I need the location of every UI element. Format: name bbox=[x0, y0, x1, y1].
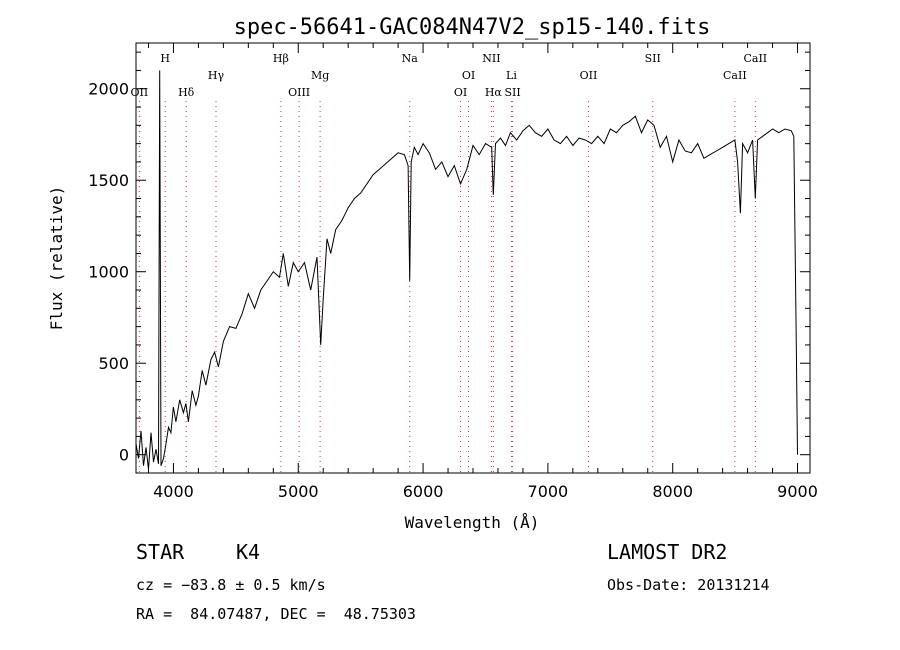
chart-title: spec-56641-GAC084N47V2_sp15-140.fits bbox=[234, 15, 711, 40]
spectral-line-label: SII bbox=[504, 86, 520, 99]
survey-name: LAMOST DR2 bbox=[607, 540, 728, 564]
x-tick-label: 9000 bbox=[777, 482, 818, 501]
x-tick-label: 6000 bbox=[403, 482, 444, 501]
spectral-line-label: OI bbox=[454, 86, 467, 99]
axis-ticks: 4000 5000 6000 7000 8000 9000 0 500 1000 1500 2000 bbox=[88, 43, 818, 501]
spectral-line-label: Li bbox=[506, 69, 517, 82]
spectral-line-label: H bbox=[160, 52, 170, 65]
object-subclass: K4 bbox=[236, 540, 261, 564]
spectral-line-label: Mg bbox=[311, 69, 329, 82]
x-tick-label: 4000 bbox=[153, 482, 194, 501]
coordinates: RA = 84.07487, DEC = 48.75303 bbox=[136, 605, 416, 623]
x-tick-label: 7000 bbox=[528, 482, 569, 501]
y-axis-label: Flux (relative) bbox=[47, 186, 66, 331]
plot-frame bbox=[135, 42, 811, 474]
y-tick-label: 1500 bbox=[88, 171, 129, 190]
x-tick-label: 5000 bbox=[278, 482, 319, 501]
spectral-line-label: Hβ bbox=[273, 52, 289, 65]
spectral-line-label: Hδ bbox=[178, 86, 195, 99]
y-tick-label: 500 bbox=[98, 354, 129, 373]
spectral-line-label: Na bbox=[402, 52, 419, 65]
y-tick-label: 1000 bbox=[88, 263, 129, 282]
spectral-line-label: OI bbox=[462, 69, 475, 82]
object-type: STAR bbox=[136, 540, 185, 564]
observation-date: Obs-Date: 20131214 bbox=[607, 576, 770, 594]
redshift-info: cz = −83.8 ± 0.5 km/s bbox=[136, 576, 326, 594]
spectral-line-label: Hγ bbox=[208, 69, 225, 82]
spectral-line-label: OIII bbox=[288, 86, 310, 99]
spectrum-line bbox=[135, 70, 798, 470]
spectral-line-label: OII bbox=[131, 86, 149, 99]
spectral-line-label: SII bbox=[645, 52, 661, 65]
x-tick-label: 8000 bbox=[652, 482, 693, 501]
x-axis-label: Wavelength (Å) bbox=[405, 513, 540, 532]
spectral-line-label: CaII bbox=[743, 52, 767, 65]
spectral-line-label: CaII bbox=[723, 69, 747, 82]
spectral-line-label: Hα bbox=[485, 86, 503, 99]
spectral-line-label: NII bbox=[482, 52, 500, 65]
y-tick-label: 2000 bbox=[88, 80, 129, 99]
spectral-line-label: OII bbox=[580, 69, 598, 82]
y-tick-label: 0 bbox=[119, 446, 129, 465]
spectrum-series-layer bbox=[135, 70, 798, 470]
